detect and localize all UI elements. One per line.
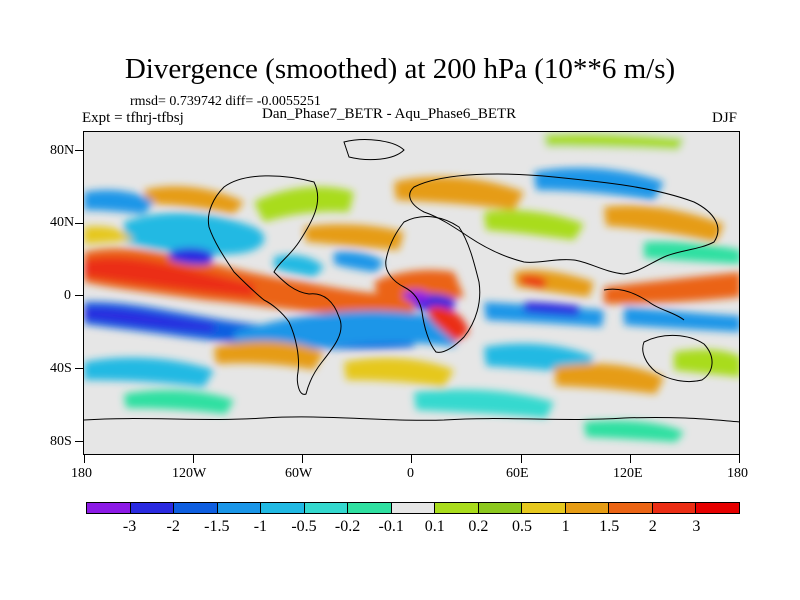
colorbar-label: -0.2 bbox=[334, 518, 361, 535]
lon-tick bbox=[521, 455, 522, 463]
colorbar bbox=[86, 502, 740, 514]
lon-label-120w: 120W bbox=[172, 466, 207, 481]
lat-tick bbox=[75, 441, 83, 442]
lat-label-40s: 40S bbox=[50, 361, 72, 376]
stats-label: rmsd= 0.739742 diff= -0.0055251 bbox=[130, 94, 321, 109]
lon-label-180w: 180 bbox=[71, 466, 92, 481]
colorbar-label: 0.2 bbox=[468, 518, 489, 535]
colorbar-box bbox=[87, 503, 131, 513]
lon-tick bbox=[193, 455, 194, 463]
lon-label-120e: 120E bbox=[613, 466, 643, 481]
coastlines bbox=[84, 139, 739, 423]
lon-tick bbox=[411, 455, 412, 463]
colorbar-label: 3 bbox=[692, 518, 701, 535]
colorbar-box bbox=[609, 503, 653, 513]
lat-label-80n: 80N bbox=[50, 143, 75, 158]
colorbar-box bbox=[261, 503, 305, 513]
lon-tick bbox=[739, 455, 740, 463]
lon-tick bbox=[84, 455, 85, 463]
colorbar-box bbox=[522, 503, 566, 513]
lon-label-60e: 60E bbox=[506, 466, 529, 481]
colorbar-box bbox=[391, 503, 436, 513]
lon-tick bbox=[302, 455, 303, 463]
divergence-field bbox=[84, 132, 739, 442]
lat-tick bbox=[75, 295, 83, 296]
colorbar-label: -0.1 bbox=[378, 518, 404, 535]
lon-label-0: 0 bbox=[407, 466, 414, 481]
colorbar-box bbox=[696, 503, 739, 513]
lat-tick bbox=[75, 223, 83, 224]
colorbar-box bbox=[435, 503, 479, 513]
subtitle-label: Dan_Phase7_BETR - Aqu_Phase6_BETR bbox=[262, 106, 517, 122]
colorbar-label: -1.5 bbox=[204, 518, 230, 535]
lat-label-40n: 40N bbox=[50, 215, 75, 230]
lon-tick bbox=[630, 455, 631, 463]
plot-title: Divergence (smoothed) at 200 hPa (10**6 … bbox=[124, 53, 676, 85]
lon-label-60w: 60W bbox=[285, 466, 313, 481]
colorbar-box bbox=[348, 503, 392, 513]
lat-label-0: 0 bbox=[64, 288, 71, 303]
colorbar-label: 2 bbox=[648, 518, 657, 535]
colorbar-box bbox=[652, 503, 697, 513]
lat-tick bbox=[75, 150, 83, 151]
colorbar-label: 0.5 bbox=[512, 518, 532, 535]
season-label: DJF bbox=[712, 110, 738, 126]
colorbar-box bbox=[565, 503, 610, 513]
colorbar-label: -2 bbox=[166, 518, 180, 535]
colorbar-label: -0.5 bbox=[291, 518, 317, 535]
colorbar-box bbox=[174, 503, 218, 513]
colorbar-box bbox=[478, 503, 523, 513]
colorbar-label: -1 bbox=[253, 518, 268, 535]
colorbar-label: 0.1 bbox=[424, 518, 445, 535]
colorbar-box bbox=[130, 503, 175, 513]
colorbar-label: 1.5 bbox=[599, 518, 620, 535]
colorbar-box bbox=[304, 503, 349, 513]
colorbar-box bbox=[217, 503, 262, 513]
map-field bbox=[84, 132, 739, 454]
colorbar-label: -3 bbox=[122, 518, 137, 535]
lon-label-180e: 180 bbox=[727, 466, 748, 481]
colorbar-label: 1 bbox=[561, 518, 570, 535]
lat-label-80s: 80S bbox=[50, 434, 72, 449]
divergence-map bbox=[83, 131, 740, 455]
experiment-label: Expt = tfhrj-tfbsj bbox=[82, 110, 184, 126]
lat-tick bbox=[75, 368, 83, 369]
